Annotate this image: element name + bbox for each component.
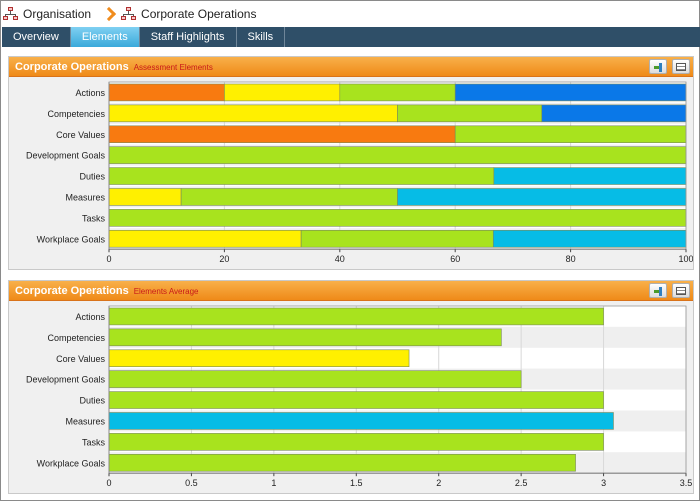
category-label-measures: Measures xyxy=(65,192,105,202)
tab-elements[interactable]: Elements xyxy=(70,27,140,47)
x-tick-label: 0 xyxy=(106,254,111,264)
category-label-development-goals: Development Goals xyxy=(26,151,106,161)
category-label-actions: Actions xyxy=(75,312,105,322)
tab-skills[interactable]: Skills xyxy=(237,27,286,47)
panel-header: Corporate Operations Elements Average xyxy=(9,281,693,301)
bar-segment xyxy=(541,104,687,123)
category-label-tasks: Tasks xyxy=(82,437,106,447)
bar xyxy=(108,433,604,451)
bar-segment xyxy=(454,83,687,102)
bar-segment xyxy=(493,167,687,185)
x-tick-label: 0 xyxy=(106,478,111,488)
category-label-actions: Actions xyxy=(75,88,105,98)
category-label-workplace-goals: Workplace Goals xyxy=(37,458,106,468)
category-label-duties: Duties xyxy=(79,172,105,182)
table-icon xyxy=(676,287,686,295)
plot-border xyxy=(108,305,687,474)
category-label-competencies: Competencies xyxy=(47,109,105,119)
bar-segment xyxy=(108,188,182,206)
category-label-development-goals: Development Goals xyxy=(26,375,106,385)
x-tick-label: 20 xyxy=(219,254,229,264)
table-view-button[interactable] xyxy=(672,59,690,74)
breadcrumb-item-organisation[interactable]: Organisation xyxy=(23,7,92,21)
panel-subtitle: Assessment Elements xyxy=(133,62,213,72)
category-label-measures: Measures xyxy=(65,416,105,426)
bar-segment xyxy=(454,125,687,143)
x-tick-label: 1.5 xyxy=(350,478,363,488)
bar-segment xyxy=(108,167,495,185)
panel-title: Corporate Operations xyxy=(15,60,129,73)
breadcrumb: Organisation Corporate Operations xyxy=(3,3,260,25)
x-tick-label: 60 xyxy=(450,254,460,264)
bar-segment xyxy=(108,209,687,227)
tab-staff-highlights[interactable]: Staff Highlights xyxy=(140,27,237,47)
panel-header: Corporate Operations Assessment Elements xyxy=(9,57,693,77)
bar-segment xyxy=(108,83,225,102)
bar xyxy=(108,391,604,409)
assessment-elements-chart: Actions Competencies Core Values Developmen… xyxy=(26,81,693,264)
panel-title: Corporate Operations xyxy=(15,284,129,297)
x-tick-label: 0.5 xyxy=(185,478,198,488)
bar-segment xyxy=(180,188,398,206)
bar-segment xyxy=(224,83,341,102)
export-icon xyxy=(654,63,663,72)
org-chart-icon xyxy=(3,7,19,21)
x-tick-label: 80 xyxy=(566,254,576,264)
bar xyxy=(108,370,522,388)
assessment-elements-panel: Corporate Operations Assessment Elements… xyxy=(8,56,694,270)
table-view-button[interactable] xyxy=(672,283,690,298)
bar-segment xyxy=(492,230,687,248)
category-label-tasks: Tasks xyxy=(82,213,106,223)
category-label-core-values: Core Values xyxy=(56,354,105,364)
bar-segment xyxy=(397,188,687,206)
export-button[interactable] xyxy=(649,283,667,298)
panel-subtitle: Elements Average xyxy=(133,286,199,296)
tab-overview[interactable]: Overview xyxy=(2,27,71,47)
bar-segment xyxy=(108,125,456,143)
org-chart-icon xyxy=(121,7,137,21)
bar-segment xyxy=(108,230,302,248)
table-icon xyxy=(676,63,686,71)
x-tick-label: 1 xyxy=(271,478,276,488)
x-tick-label: 2 xyxy=(436,478,441,488)
bar xyxy=(108,412,614,430)
category-label-core-values: Core Values xyxy=(56,130,105,140)
elements-average-panel: Corporate Operations Elements Average Ac… xyxy=(8,280,694,494)
bar-segment xyxy=(397,104,543,123)
x-tick-label: 3.5 xyxy=(680,478,693,488)
bar-segment xyxy=(339,83,456,102)
category-label-duties: Duties xyxy=(79,396,105,406)
export-icon xyxy=(654,287,663,296)
bar xyxy=(108,307,604,326)
export-button[interactable] xyxy=(649,59,667,74)
bar-segment xyxy=(108,104,398,123)
x-tick-label: 3 xyxy=(601,478,606,488)
bar xyxy=(108,328,502,347)
bar xyxy=(108,454,576,472)
x-tick-label: 2.5 xyxy=(515,478,528,488)
bar xyxy=(108,349,410,367)
x-tick-label: 40 xyxy=(335,254,345,264)
bar-segment xyxy=(108,146,687,164)
plot-border xyxy=(108,81,687,250)
chevron-right-icon xyxy=(103,8,113,20)
bar-segment xyxy=(300,230,494,248)
category-label-workplace-goals: Workplace Goals xyxy=(37,234,106,244)
x-tick-label: 100 xyxy=(678,254,693,264)
tab-bar: Overview Elements Staff Highlights Skill… xyxy=(2,27,700,47)
breadcrumb-item-corporate-operations[interactable]: Corporate Operations xyxy=(141,7,257,21)
elements-average-chart: Actions Competencies Core Values Developmen… xyxy=(26,305,693,488)
category-label-competencies: Competencies xyxy=(47,333,105,343)
